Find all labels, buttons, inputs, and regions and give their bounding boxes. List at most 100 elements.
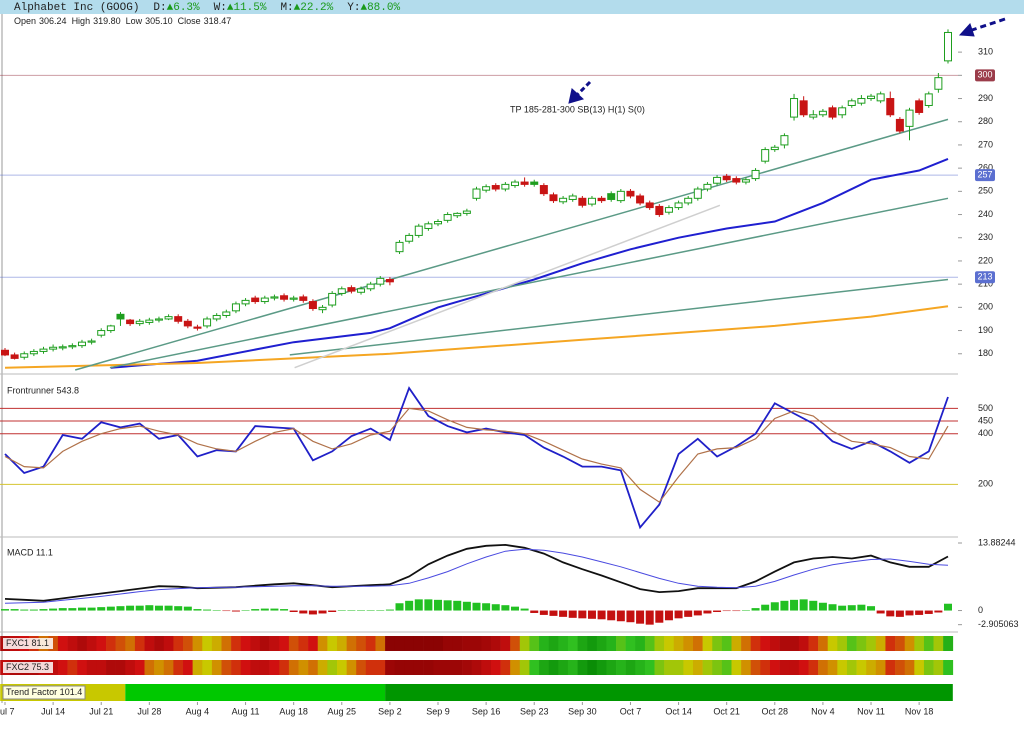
heat-cell — [327, 636, 338, 651]
heat-cell — [192, 636, 203, 651]
heat-cell — [500, 660, 511, 675]
heat-cell — [818, 660, 829, 675]
heat-cell — [596, 636, 607, 651]
candle-body — [347, 287, 356, 292]
candle-body — [126, 319, 135, 325]
histogram-bar — [587, 610, 596, 619]
y-tick-label: 400 — [978, 428, 993, 438]
x-tick-label: Oct 7 — [620, 706, 642, 716]
candle-body — [693, 188, 702, 199]
heat-cell — [510, 660, 521, 675]
candle-body — [482, 186, 491, 191]
heat-cell — [394, 660, 405, 675]
histogram-bar — [751, 608, 760, 611]
histogram-bar — [578, 610, 587, 619]
histogram-bar — [510, 606, 519, 611]
y-tick-label: 230 — [978, 232, 993, 242]
heat-cell — [895, 636, 905, 651]
heat-cell — [712, 660, 723, 675]
candle-body — [761, 149, 770, 162]
heat-cell — [490, 660, 501, 675]
histogram-bar — [58, 608, 67, 611]
heat-cell — [616, 660, 626, 675]
histogram-bar — [49, 608, 58, 611]
line-series — [74, 118, 949, 371]
heat-cell — [750, 636, 761, 651]
line-series — [4, 543, 949, 602]
histogram-bar — [106, 606, 115, 611]
x-tick-label: Oct 21 — [713, 706, 740, 716]
candle-body — [645, 202, 654, 209]
histogram-bar — [337, 610, 346, 611]
candle-body — [462, 210, 471, 214]
histogram-bar — [530, 610, 539, 613]
histogram-bar — [847, 605, 856, 611]
candle-body — [934, 77, 943, 90]
heat-cell — [442, 660, 453, 675]
candle-body — [530, 181, 539, 185]
candle-body — [395, 241, 404, 253]
candle-body — [722, 175, 731, 181]
histogram-bar — [684, 610, 693, 617]
heat-cell — [904, 636, 915, 651]
heat-cell — [298, 636, 309, 651]
heat-cell — [721, 636, 732, 651]
heat-cell — [712, 636, 723, 651]
heat-cell — [462, 636, 472, 651]
heat-cell — [250, 660, 261, 675]
heat-cell — [202, 660, 213, 675]
heat-cell — [798, 660, 809, 675]
heat-cell — [490, 636, 501, 651]
histogram-bar — [607, 610, 616, 621]
y-tick-label: 290 — [978, 93, 993, 103]
heat-cell — [298, 660, 309, 675]
candle-body — [174, 316, 183, 322]
heat-cell — [606, 636, 617, 651]
panel-title: FXC1 81.1 — [6, 638, 49, 648]
ohlc-name: Open — [14, 16, 36, 26]
histogram-bar — [828, 604, 837, 611]
trend-segment — [125, 684, 386, 701]
chart-title: Alphabet Inc (GOOG) — [14, 2, 139, 14]
candle-body — [510, 181, 519, 187]
heat-cell — [385, 660, 396, 675]
histogram-bar — [539, 610, 548, 615]
heat-cell — [385, 636, 396, 651]
histogram-bar — [231, 610, 240, 612]
y-tick-label: 190 — [978, 325, 993, 335]
candle-body — [145, 319, 154, 323]
heat-cell — [96, 636, 107, 651]
heat-cell — [471, 660, 482, 675]
candle-body — [780, 135, 789, 146]
histogram-bar — [790, 599, 799, 611]
heat-cell — [664, 636, 675, 651]
heat-cell — [539, 660, 549, 675]
change-value: ▲88.0% — [360, 2, 400, 14]
heat-cell — [808, 636, 819, 651]
heat-cell — [558, 636, 569, 651]
candle-body — [241, 299, 250, 305]
histogram-bar — [183, 606, 192, 611]
x-tick-label: Aug 25 — [328, 706, 357, 716]
histogram-bar — [39, 609, 48, 611]
line-series — [4, 548, 949, 604]
level-box — [975, 69, 995, 82]
candle-body — [424, 223, 433, 229]
heat-cell — [933, 660, 944, 675]
heat-cell — [269, 636, 280, 651]
histogram-bar — [385, 609, 394, 611]
heat-cell — [346, 636, 357, 651]
x-tick-label: Nov 18 — [905, 706, 934, 716]
trend-segment — [385, 684, 953, 701]
heat-cell — [134, 660, 145, 675]
candle-body — [915, 100, 924, 113]
x-tick-label: Oct 14 — [665, 706, 692, 716]
histogram-bar — [674, 610, 683, 619]
candle-body — [568, 195, 577, 200]
heat-cell — [452, 636, 463, 651]
candle-body — [549, 194, 558, 202]
y-tick-label: 280 — [978, 116, 993, 126]
heat-cell — [202, 636, 213, 651]
